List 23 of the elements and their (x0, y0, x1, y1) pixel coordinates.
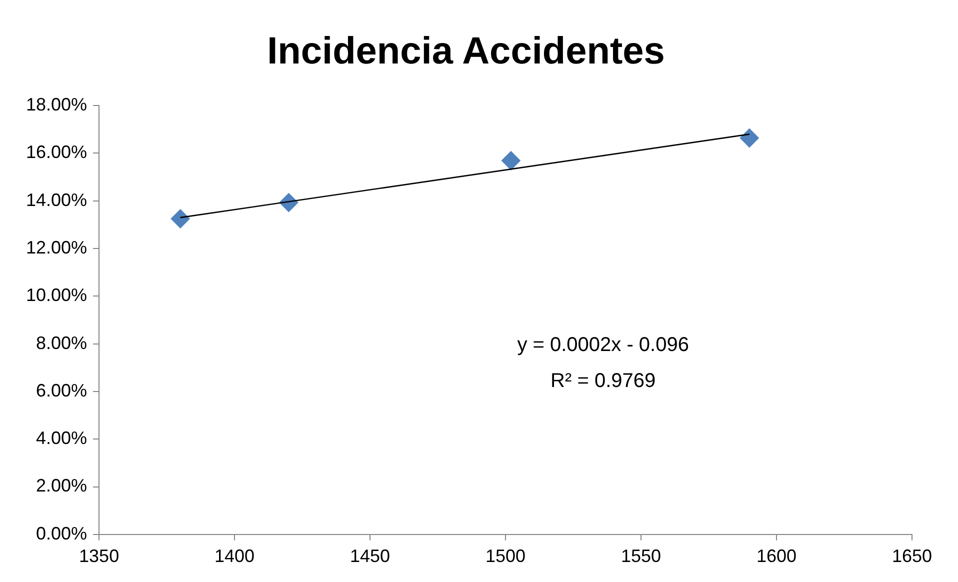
y-tick-label: 12.00% (26, 238, 88, 258)
y-tick-label: 18.00% (26, 94, 88, 115)
y-tick-label: 16.00% (26, 142, 88, 162)
y-tick-label: 14.00% (26, 190, 88, 210)
point (501, 151, 520, 170)
point (170, 209, 190, 228)
chart-title: Incidencia Accidentes (267, 30, 665, 72)
y-tick-label: 8.00% (36, 332, 88, 353)
annotation: R² = 0.9769 (550, 370, 656, 392)
x-tick-label: 1450 (350, 546, 390, 566)
annotation: y = 0.0002x - 0.096 (517, 334, 689, 356)
y-tick-label: 10.00% (26, 285, 88, 306)
y-tick-label: 6.00% (36, 380, 88, 400)
y-tick-label: 0.00% (36, 523, 88, 544)
point (740, 128, 759, 148)
x-tick-label: 1350 (79, 546, 120, 566)
x-tick-label: 1650 (892, 546, 932, 566)
x-tick-label: 1500 (486, 546, 526, 566)
y-tick-label: 4.00% (36, 428, 88, 448)
y-tick-label: 2.00% (36, 476, 88, 496)
x-tick-label: 1600 (756, 546, 797, 566)
x-tick-label: 1400 (214, 546, 255, 566)
x-tick-label: 1550 (620, 546, 662, 566)
